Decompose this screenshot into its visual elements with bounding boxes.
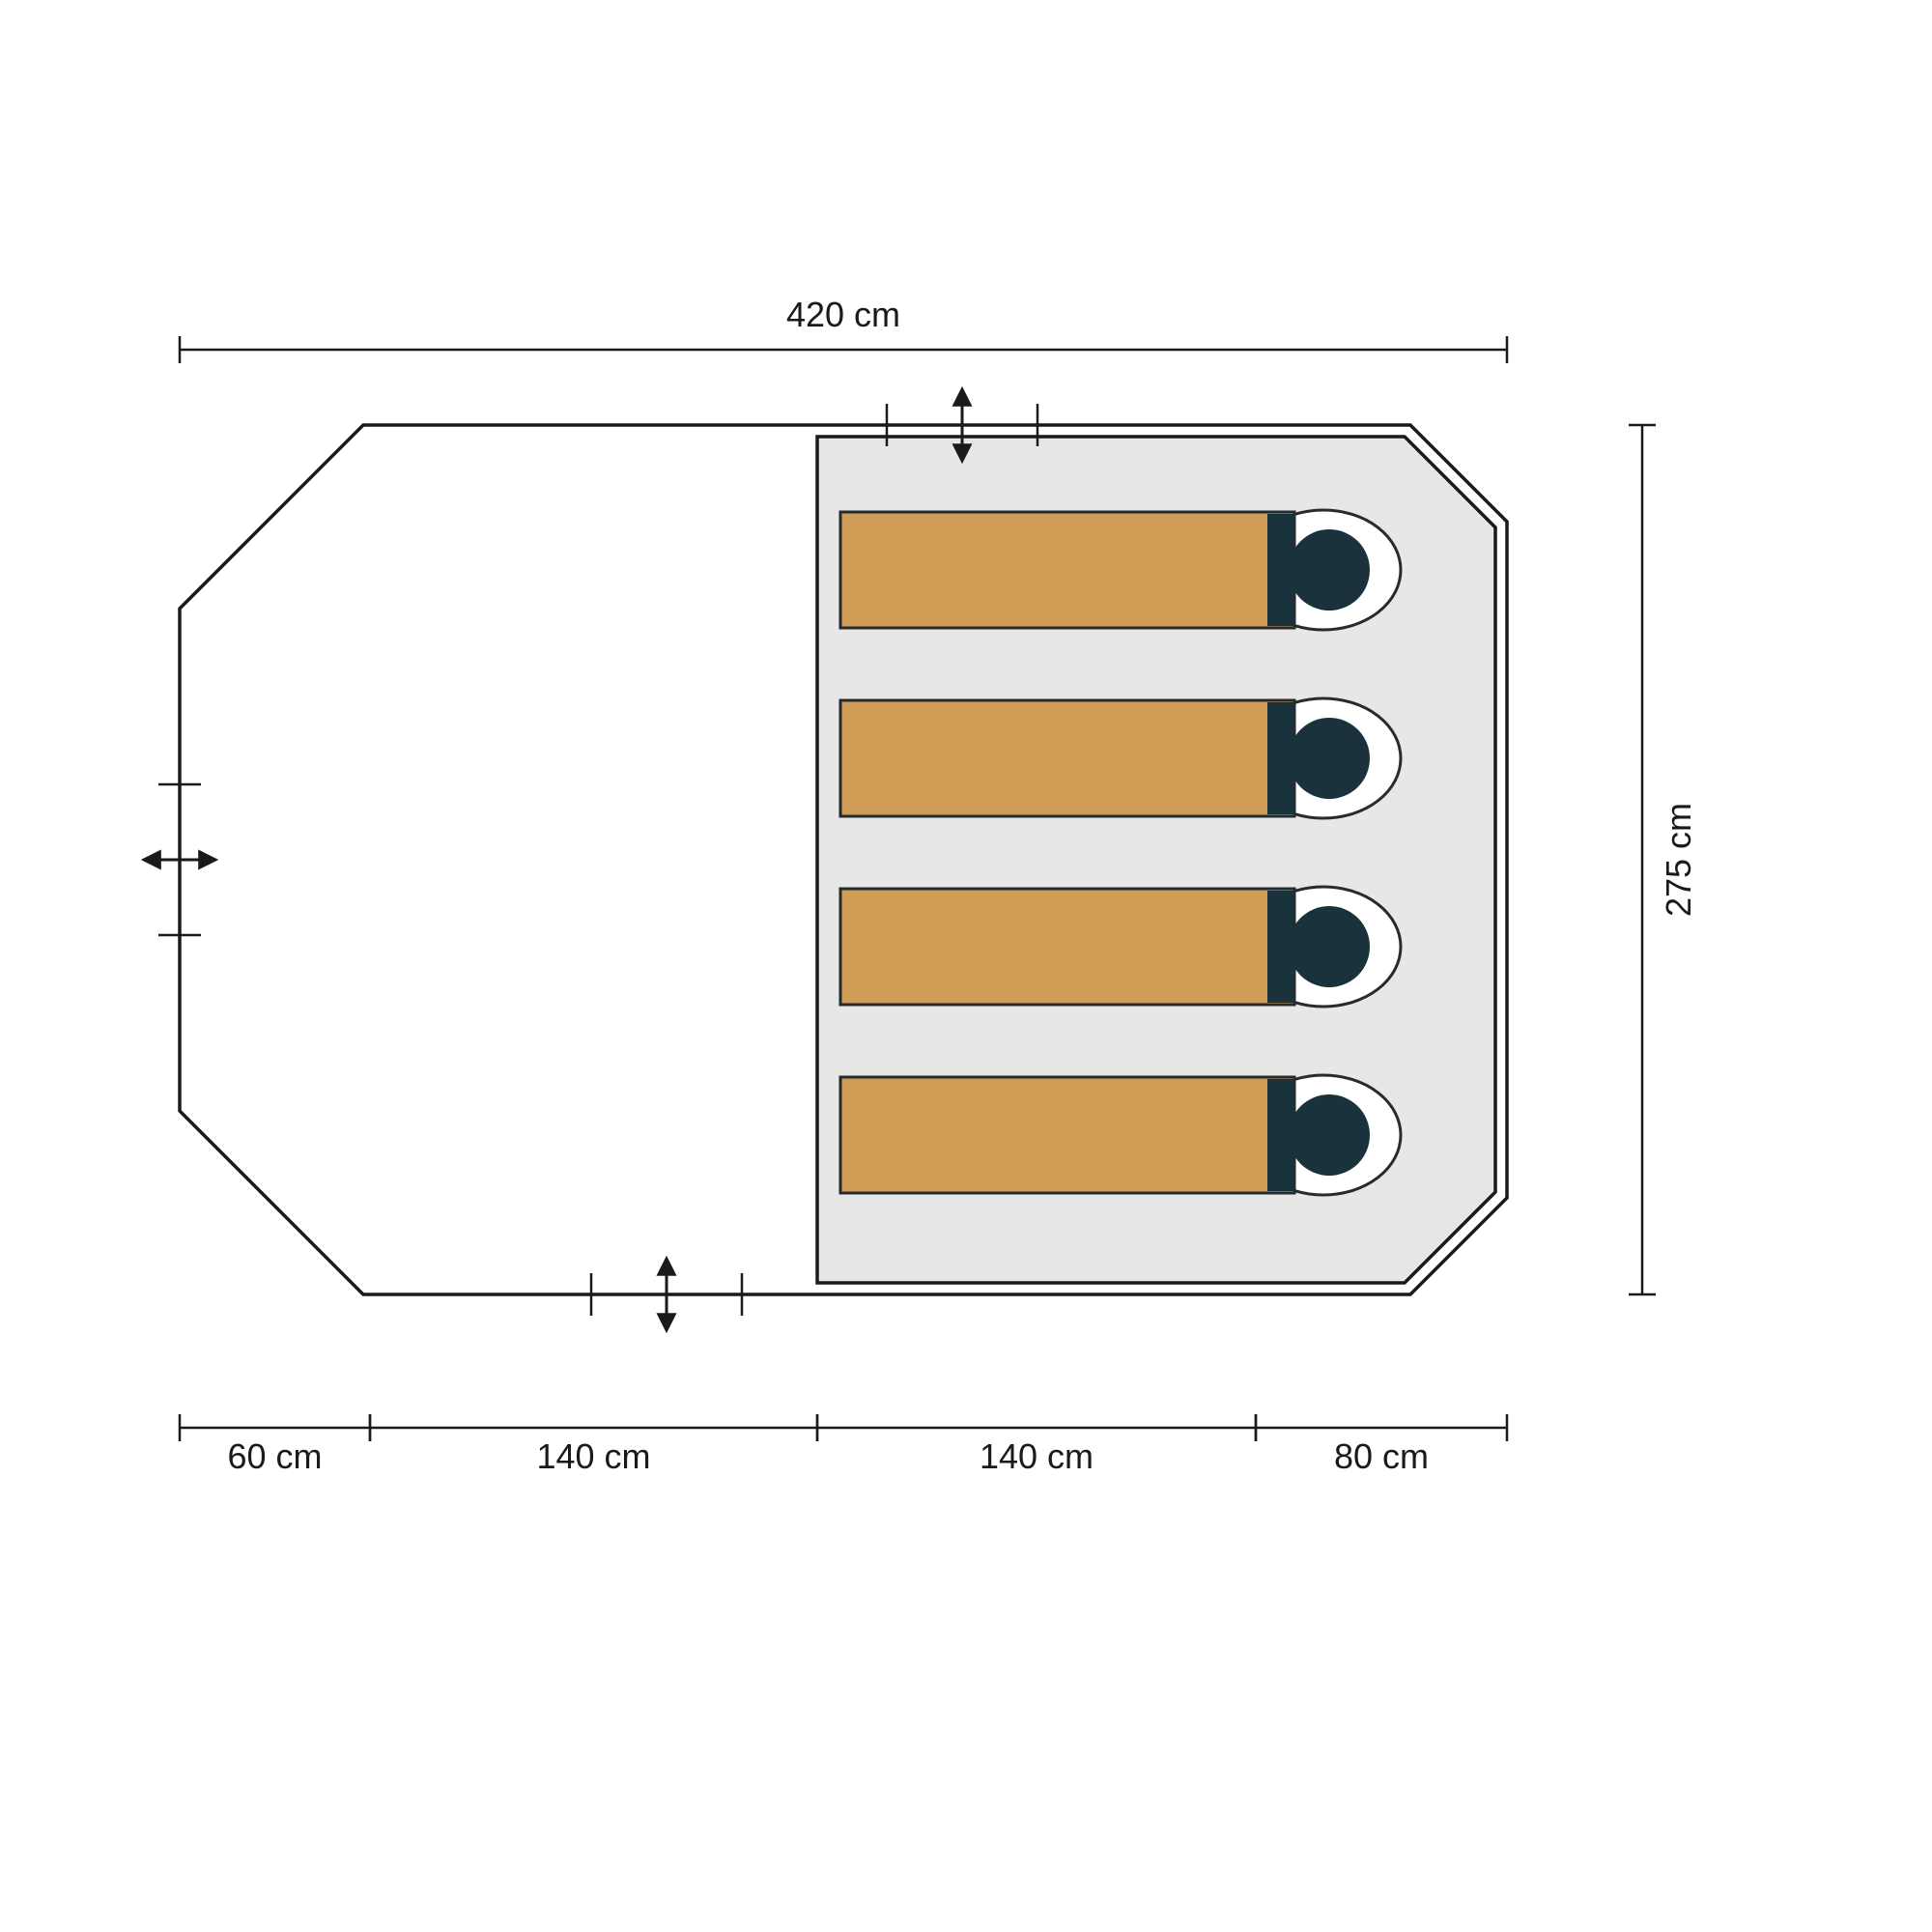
sleeping-bag — [840, 1075, 1401, 1195]
sleeping-bag — [840, 510, 1401, 630]
sleeping-bag-head — [1289, 718, 1370, 799]
sleeping-bag-head — [1289, 529, 1370, 611]
dimension-label: 80 cm — [1334, 1436, 1429, 1476]
dimension-label: 60 cm — [227, 1436, 322, 1476]
sleeping-bag-body — [840, 700, 1294, 816]
sleeping-bag-body — [840, 889, 1294, 1005]
sleeping-bag — [840, 698, 1401, 818]
sleeping-bag-body — [840, 512, 1294, 628]
dimension-label: 420 cm — [786, 295, 900, 334]
dimension-label: 140 cm — [980, 1436, 1094, 1476]
sleeping-bag-body — [840, 1077, 1294, 1193]
sleeping-bag-head — [1289, 1094, 1370, 1176]
sleeping-bag-head — [1289, 906, 1370, 987]
sleeping-bag — [840, 887, 1401, 1007]
dimension-label: 140 cm — [536, 1436, 650, 1476]
dimension-label: 275 cm — [1659, 803, 1698, 917]
tent-plan-diagram: 420 cm 275 cm 60 cm 140 cm 140 cm 80 cm — [0, 0, 1932, 1932]
